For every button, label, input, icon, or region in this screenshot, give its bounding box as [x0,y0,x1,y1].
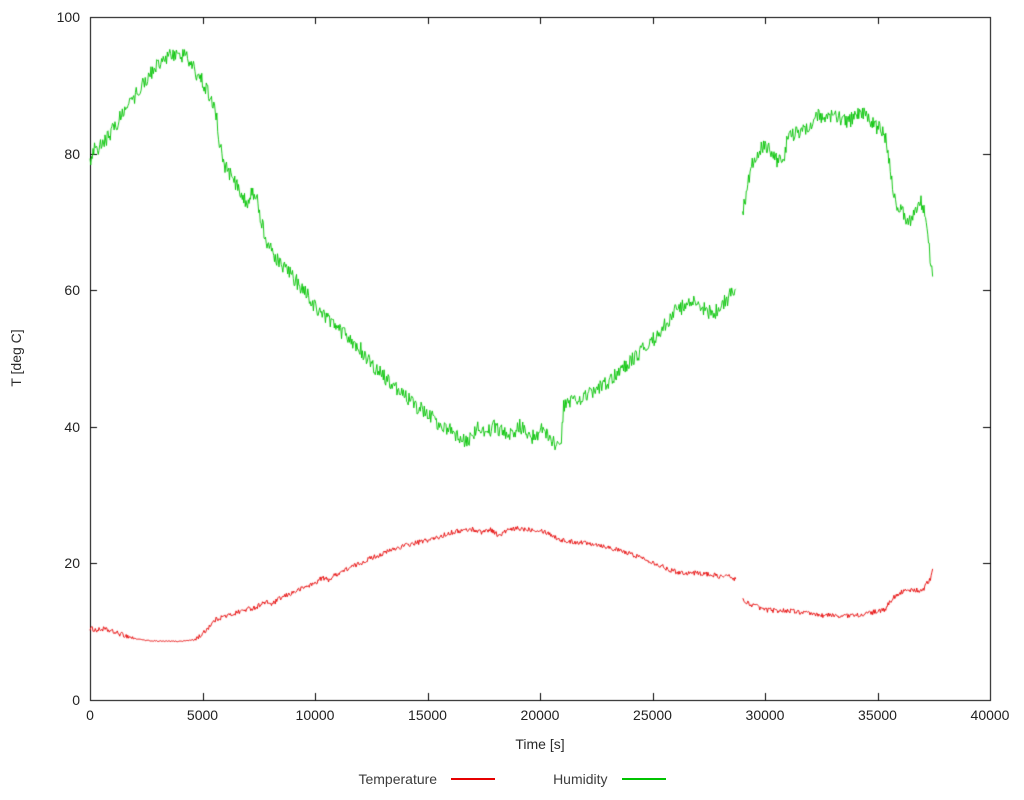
x-tick-label: 35000 [858,707,897,723]
x-tick-label: 0 [86,707,94,723]
x-tick-label: 30000 [745,707,785,723]
legend-label-humidity: Humidity [553,771,608,787]
y-tick-label: 80 [64,145,80,162]
x-tick-label: 5000 [186,707,219,723]
legend-item-humidity: Humidity [553,771,666,787]
x-tick-label: 15000 [408,707,447,723]
y-axis-label: T [deg C] [8,329,24,387]
legend: Temperature Humidity [0,771,1024,787]
x-tick-label: 20000 [520,707,560,723]
y-tick-label: 100 [56,9,80,25]
temperature-line-sample [451,778,496,780]
x-axis-label: Time [s] [515,736,565,752]
legend-label-temperature: Temperature [358,771,438,787]
y-tick-label: 0 [72,692,80,708]
x-tick-label: 40000 [970,707,1010,723]
y-tick-label: 40 [64,418,80,435]
y-tick-label: 20 [64,555,80,572]
legend-item-temperature: Temperature [358,771,496,787]
humidity-line-sample [621,778,666,780]
x-tick-label: 10000 [295,707,335,723]
y-tick-label: 60 [64,282,80,299]
x-tick-label: 25000 [633,707,672,723]
